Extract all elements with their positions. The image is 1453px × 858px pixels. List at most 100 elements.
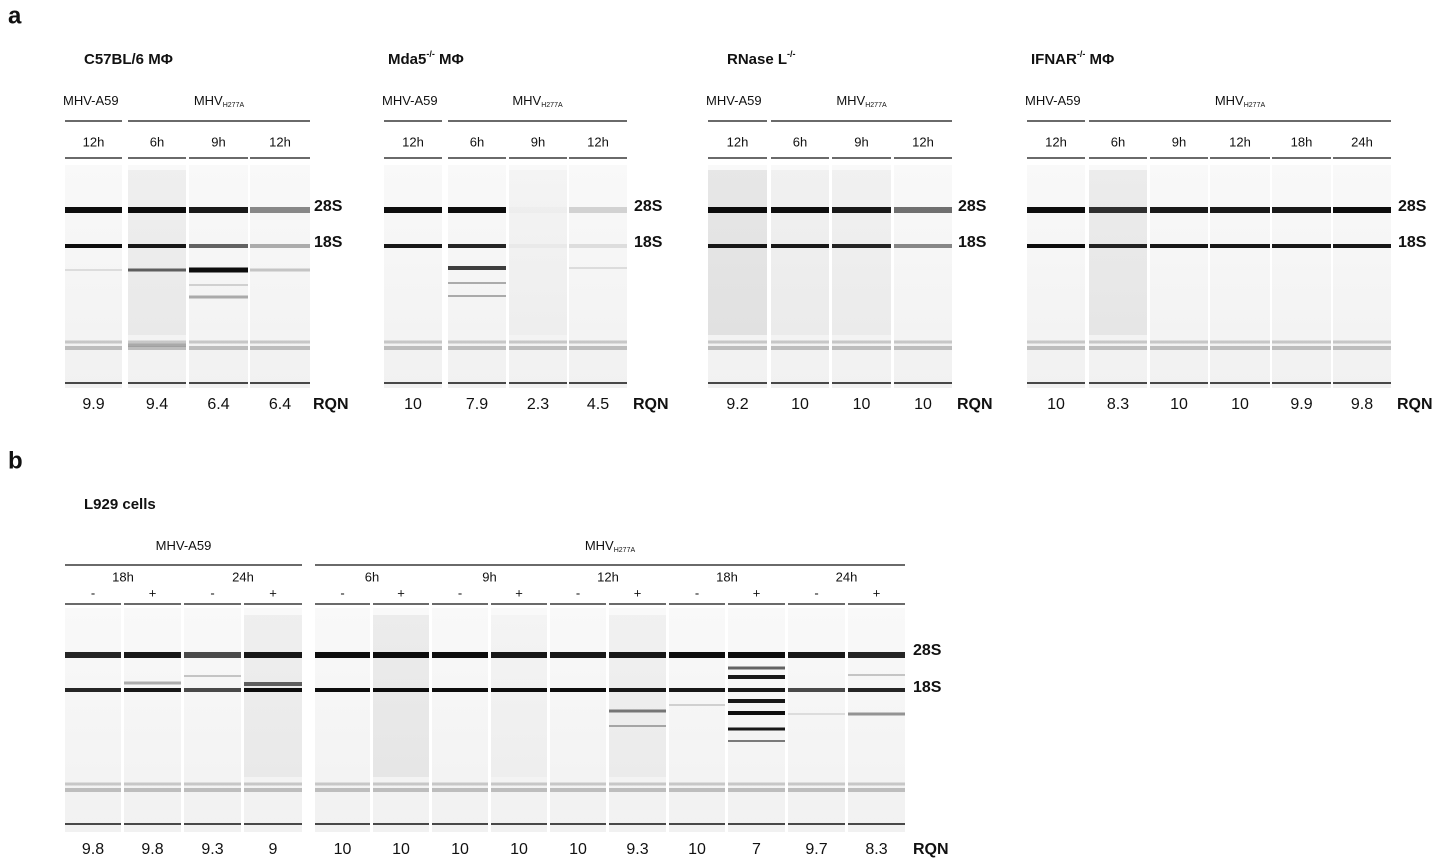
band — [384, 207, 442, 213]
gel-lane — [1333, 165, 1391, 388]
band — [244, 682, 302, 686]
band — [244, 823, 302, 825]
time-label: 6h — [1111, 134, 1125, 149]
band — [771, 382, 829, 384]
band — [448, 244, 506, 248]
time-label: 6h — [793, 134, 807, 149]
band — [1150, 207, 1208, 213]
band — [65, 652, 121, 658]
label-main: Mda5 — [388, 51, 426, 68]
band — [128, 340, 186, 344]
label-main: MHV — [512, 93, 541, 108]
band — [569, 346, 627, 350]
band — [832, 340, 891, 344]
band — [65, 823, 121, 825]
band — [728, 740, 785, 742]
label-sub: H277A — [614, 547, 636, 554]
label: IFNAR-/- MΦ — [1031, 49, 1114, 68]
band — [315, 652, 370, 658]
gel-lane — [728, 608, 785, 832]
band — [384, 340, 442, 344]
band — [1089, 207, 1147, 213]
band — [550, 782, 606, 786]
band — [1210, 244, 1270, 248]
band — [609, 709, 666, 713]
band — [669, 652, 725, 658]
band — [65, 788, 121, 792]
band — [669, 688, 725, 692]
rqn-value: 8.3 — [1107, 396, 1129, 413]
band — [250, 346, 310, 350]
band — [669, 704, 725, 706]
time-label: 9h — [854, 134, 868, 149]
band — [184, 652, 241, 658]
time-label: 12h — [402, 134, 424, 149]
label: C57BL/6 MΦ — [84, 51, 173, 68]
band — [728, 652, 785, 658]
smear — [771, 170, 829, 335]
band — [124, 652, 181, 658]
treatment-sign: - — [210, 585, 214, 600]
marker-label: 28S — [314, 198, 343, 215]
band — [65, 688, 121, 692]
label: RNase L-/- — [727, 49, 796, 68]
band — [184, 788, 241, 792]
time-label: 9h — [1172, 134, 1186, 149]
label-rest: MΦ — [435, 51, 464, 68]
band — [728, 782, 785, 786]
rqn-value: 10 — [1231, 396, 1249, 413]
gel-lane — [771, 165, 829, 388]
time-label: 6h — [470, 134, 484, 149]
marker-label: 18S — [634, 234, 663, 251]
label-main: MHV-A59 — [706, 93, 762, 108]
band — [788, 782, 845, 786]
band — [728, 688, 785, 692]
rqn-value: 9.2 — [726, 396, 748, 413]
band — [509, 207, 567, 213]
band — [728, 666, 785, 670]
band — [1272, 346, 1331, 350]
band — [609, 782, 666, 786]
gel-lane — [184, 608, 241, 832]
rqn-label: RQN — [957, 396, 993, 413]
gel-lane — [1027, 165, 1085, 388]
gel-lane — [491, 608, 547, 832]
band — [848, 674, 905, 676]
label-main: C57BL/6 MΦ — [84, 51, 173, 68]
band — [315, 782, 370, 786]
band — [448, 340, 506, 344]
band — [788, 713, 845, 715]
smear — [832, 170, 891, 335]
band — [250, 268, 310, 272]
band — [569, 382, 627, 384]
band — [728, 823, 785, 825]
label-sub: H277A — [1244, 102, 1266, 109]
label: MHVH277A — [1215, 93, 1266, 109]
rqn-value: 9.8 — [1351, 396, 1373, 413]
rqn-value: 7 — [752, 841, 761, 858]
band — [848, 688, 905, 692]
band — [491, 652, 547, 658]
time-label: 24h — [1351, 134, 1373, 149]
rqn-value: 10 — [1047, 396, 1065, 413]
treatment-sign: + — [397, 585, 405, 600]
band — [448, 207, 506, 213]
rqn-value: 10 — [688, 841, 706, 858]
gel-lane — [788, 608, 845, 832]
rqn-value: 10 — [853, 396, 871, 413]
band — [189, 284, 248, 286]
time-label: 18h — [112, 569, 134, 584]
label-main: MHV — [836, 93, 865, 108]
band — [491, 788, 547, 792]
band — [1027, 382, 1085, 384]
label: MHV-A59 — [706, 93, 762, 108]
band — [244, 688, 302, 692]
band — [184, 782, 241, 786]
band — [189, 346, 248, 350]
band — [550, 688, 606, 692]
band — [189, 267, 248, 273]
band — [124, 688, 181, 692]
label-main: MHV-A59 — [382, 93, 438, 108]
band — [609, 788, 666, 792]
smear — [244, 615, 302, 777]
